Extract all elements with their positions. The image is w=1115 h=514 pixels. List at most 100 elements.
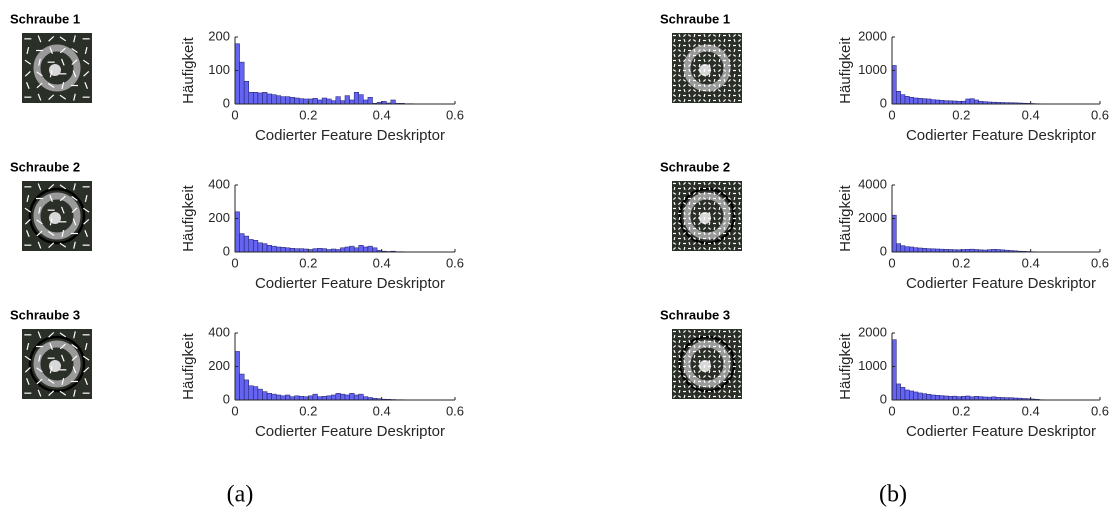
image-vector xyxy=(718,33,721,38)
image-vector xyxy=(59,343,66,350)
bar xyxy=(326,98,332,105)
image-vector xyxy=(697,242,702,245)
image-vector xyxy=(697,365,702,368)
image-vector xyxy=(673,334,676,339)
image-vector xyxy=(702,79,707,82)
image-vector xyxy=(678,68,681,73)
image-vector xyxy=(722,395,727,398)
image-vector xyxy=(703,43,706,48)
image-vector xyxy=(727,227,732,230)
image-vector xyxy=(678,58,681,63)
bar xyxy=(280,395,286,401)
image-vector xyxy=(692,187,697,190)
image-vector xyxy=(687,64,692,67)
image-vector xyxy=(693,33,696,38)
bar xyxy=(926,98,932,105)
bar xyxy=(285,247,291,253)
image-vector xyxy=(708,73,711,78)
image-center xyxy=(49,64,61,76)
image-vector xyxy=(697,74,702,77)
bar xyxy=(904,389,910,401)
image-vector xyxy=(683,38,686,43)
image-vector xyxy=(687,39,692,42)
image-vector xyxy=(73,389,76,397)
image-vector xyxy=(678,83,681,88)
y-tick-label: 100 xyxy=(208,62,230,77)
bar xyxy=(294,395,300,401)
image-vector xyxy=(683,98,686,103)
image-vector xyxy=(61,81,65,90)
image-vector xyxy=(678,206,681,211)
image-vector xyxy=(673,53,676,58)
image-vector xyxy=(732,84,737,87)
image-vector xyxy=(708,369,711,374)
image-vector xyxy=(682,54,687,57)
image-vector xyxy=(717,365,722,368)
bar xyxy=(363,99,369,105)
image-vector xyxy=(708,186,711,191)
image-vector xyxy=(683,236,686,241)
image-vector xyxy=(702,222,707,225)
image-vector xyxy=(718,48,721,53)
image-vector xyxy=(682,227,687,230)
image-vector xyxy=(73,93,76,101)
bar xyxy=(262,391,268,401)
image-vector xyxy=(697,340,702,343)
image-vector xyxy=(722,99,727,102)
image-vector xyxy=(707,375,712,378)
x-tick-label: 0.2 xyxy=(952,403,970,418)
image-vector xyxy=(697,94,702,97)
image-vector xyxy=(697,370,702,373)
image-vector xyxy=(683,73,686,78)
image-vector xyxy=(717,360,722,363)
image-vector xyxy=(713,93,716,98)
image-vector xyxy=(687,232,692,235)
image-vector xyxy=(728,191,731,196)
image-vector xyxy=(717,192,722,195)
image-vector xyxy=(693,98,696,103)
image-vector xyxy=(718,379,721,384)
image-vector xyxy=(38,206,41,214)
image-vector xyxy=(737,330,742,333)
bar xyxy=(289,396,295,401)
image-vector xyxy=(688,226,691,231)
image-vector xyxy=(61,377,65,386)
image-vector xyxy=(36,378,43,385)
image-vector xyxy=(707,355,712,358)
image-vector xyxy=(703,379,706,384)
image-vector xyxy=(733,38,736,43)
image-vector xyxy=(24,207,32,213)
image-vector xyxy=(707,202,712,205)
image-vector xyxy=(687,34,692,37)
image-vector xyxy=(697,192,702,195)
image-vector xyxy=(702,49,707,52)
image-vector xyxy=(672,242,677,245)
bar xyxy=(248,92,254,105)
image-vector xyxy=(677,395,682,398)
x-tick-label: 0.2 xyxy=(299,255,317,270)
image-vector xyxy=(707,227,712,230)
image-vector xyxy=(713,53,716,58)
bar xyxy=(257,388,263,401)
image-vector xyxy=(733,98,736,103)
x-axis-label: Codierter Feature Deskriptor xyxy=(255,127,445,144)
image-vector xyxy=(737,360,742,363)
image-vector xyxy=(733,344,736,349)
image-vector xyxy=(37,93,42,101)
image-vector xyxy=(682,34,687,37)
image-center xyxy=(49,360,61,372)
image-vector xyxy=(692,217,697,220)
image-vector xyxy=(698,359,701,364)
image-vector xyxy=(697,197,702,200)
image-vector xyxy=(712,355,717,358)
image-vector xyxy=(698,186,701,191)
image-vector xyxy=(728,68,731,73)
x-tick-label: 0.4 xyxy=(373,403,391,418)
image-vector xyxy=(698,201,701,206)
image-vector xyxy=(712,237,717,240)
image-vector xyxy=(693,83,696,88)
bar xyxy=(262,243,268,253)
image-vector xyxy=(733,73,736,78)
image-vector xyxy=(707,350,712,353)
